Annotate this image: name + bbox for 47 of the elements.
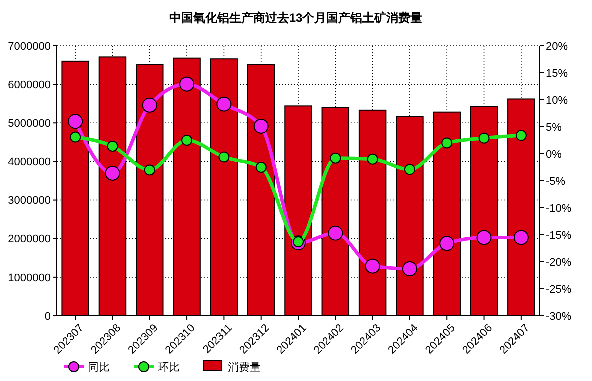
y2-tick-label: -10% [546,202,572,215]
point [328,226,344,241]
point [476,230,492,246]
point [514,230,529,246]
legend-label: 环比 [158,360,180,374]
point [256,162,267,173]
point [70,132,82,143]
point [216,96,232,112]
y-tick-label: 7000000 [8,40,51,53]
point [142,98,158,113]
y2-tick-label: -20% [546,256,572,269]
point [440,236,455,252]
point [367,154,378,165]
chart-title: 中国氧化铝生产商过去13个月国产铝土矿消费量 [169,11,423,25]
y-tick-label: 0 [44,310,51,323]
point [442,138,453,149]
y-tick-label: 1000000 [8,272,51,284]
point [180,76,195,92]
point [404,164,416,176]
point [478,132,490,144]
y2-tick-label: 0% [546,148,562,161]
point [107,140,118,152]
y-tick-label: 2000000 [8,234,51,246]
y2-tick-label: 5% [546,122,562,134]
point [218,152,230,163]
point [330,152,342,164]
y-tick-label: 5000000 [8,118,51,130]
y2-tick-label: -15% [546,230,572,242]
y2-tick-label: -5% [546,176,566,188]
point [254,118,269,134]
legend-label: 同比 [88,360,110,374]
y2-tick-label: 20% [546,40,568,53]
point [516,130,527,142]
point [182,135,193,146]
y-tick-label: 3000000 [8,195,51,208]
y2-tick-label: -30% [546,310,572,323]
point [144,164,156,176]
legend-label: 消费量 [228,360,261,374]
y2-tick-label: 10% [546,94,568,107]
y2-tick-label: -25% [546,284,572,296]
y-tick-label: 4000000 [8,156,51,169]
point [402,262,418,277]
y-tick-label: 6000000 [8,79,51,92]
point [105,166,120,181]
y2-tick-label: 15% [546,68,568,80]
point [68,114,84,130]
point [365,258,380,274]
